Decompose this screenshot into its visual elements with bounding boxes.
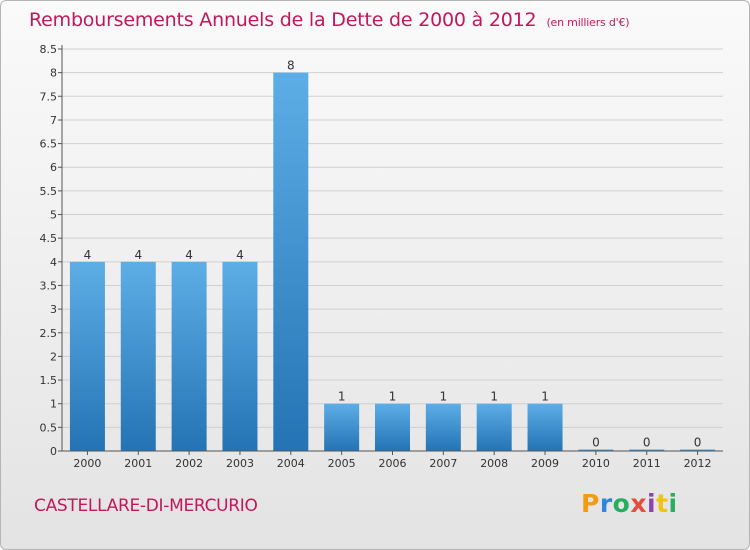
value-label: 1: [541, 390, 549, 404]
y-tick-label: 1.5: [40, 374, 58, 387]
x-tick-label: 2009: [531, 457, 559, 470]
x-tick-label: 2001: [124, 457, 152, 470]
logo-letter: r: [599, 489, 613, 518]
y-tick-label: 5: [50, 209, 57, 222]
value-label: 4: [84, 248, 92, 262]
value-label: 1: [440, 390, 448, 404]
y-tick-label: 6: [50, 161, 57, 174]
y-tick-label: 8: [50, 67, 57, 80]
x-tick-label: 2010: [582, 457, 610, 470]
logo-letter: o: [612, 489, 631, 518]
value-label: 4: [134, 248, 142, 262]
proxiti-logo: Proxiti: [581, 489, 678, 518]
value-label: 1: [389, 390, 397, 404]
bar-2003: [222, 261, 258, 451]
labels: 0 0.5 1 1.5 2 2.5 3 3.5 4 4.5 5 5.5 6 6.5 7 7.5 8 8.5 4 200…: [40, 43, 712, 470]
value-label: 4: [185, 248, 193, 262]
y-tick-label: 7: [50, 114, 57, 127]
bar-2006: [375, 403, 410, 451]
grid-lines: [62, 48, 723, 428]
value-label: 0: [592, 436, 600, 450]
bar-2004: [273, 72, 309, 451]
bar-2007: [425, 403, 461, 451]
logo-letter: i: [668, 489, 678, 518]
x-tick-label: 2002: [175, 457, 203, 470]
y-tick-label: 8.5: [40, 43, 58, 56]
bar-2011: [629, 449, 665, 451]
bar-2008: [476, 403, 512, 451]
y-tick-label: 4: [50, 256, 57, 269]
y-tick-label: 7.5: [40, 90, 58, 103]
value-label: 0: [643, 436, 651, 450]
y-tick-label: 5.5: [40, 185, 58, 198]
x-tick-label: 2008: [480, 457, 508, 470]
bar-2010: [578, 449, 614, 451]
y-tick-label: 0.5: [40, 421, 58, 434]
bar-2009: [527, 403, 563, 451]
x-tick-label: 2012: [684, 457, 712, 470]
y-tick-label: 1: [50, 398, 57, 411]
y-tick-label: 2: [50, 350, 57, 363]
x-tick-label: 2003: [226, 457, 254, 470]
bars: [69, 72, 716, 451]
value-label: 1: [490, 390, 498, 404]
bar-2000: [69, 261, 105, 451]
x-tick-label: 2005: [328, 457, 356, 470]
chart-title-text: Remboursements Annuels de la Dette de 20…: [29, 9, 537, 31]
x-tick-label: 2000: [73, 457, 101, 470]
bar-2012: [680, 449, 716, 451]
bar-2002: [171, 261, 207, 451]
logo-letter: i: [647, 489, 657, 518]
logo-letter: x: [630, 489, 647, 518]
value-label: 4: [236, 248, 244, 262]
logo-letter: P: [581, 489, 600, 518]
x-tick-label: 2006: [379, 457, 407, 470]
x-tick-label: 2004: [277, 457, 305, 470]
value-label: 8: [287, 59, 295, 73]
commune-name: CASTELLARE-DI-MERCURIO: [34, 496, 258, 516]
y-tick-label: 3.5: [40, 279, 58, 292]
y-tick-label: 3: [50, 303, 57, 316]
bar-2001: [120, 261, 156, 451]
chart-title: Remboursements Annuels de la Dette de 20…: [29, 9, 630, 31]
value-label: 0: [694, 436, 702, 450]
x-tick-label: 2011: [633, 457, 661, 470]
y-tick-label: 6.5: [40, 138, 58, 151]
y-tick-label: 2.5: [40, 327, 58, 340]
x-tick-label: 2007: [429, 457, 457, 470]
chart-unit: (en milliers d'€): [546, 16, 630, 29]
axes: [58, 45, 723, 455]
logo-letter: t: [656, 489, 669, 518]
bar-2005: [324, 403, 360, 451]
value-label: 1: [338, 390, 346, 404]
y-tick-label: 4.5: [40, 232, 58, 245]
y-tick-label: 0: [50, 445, 57, 458]
